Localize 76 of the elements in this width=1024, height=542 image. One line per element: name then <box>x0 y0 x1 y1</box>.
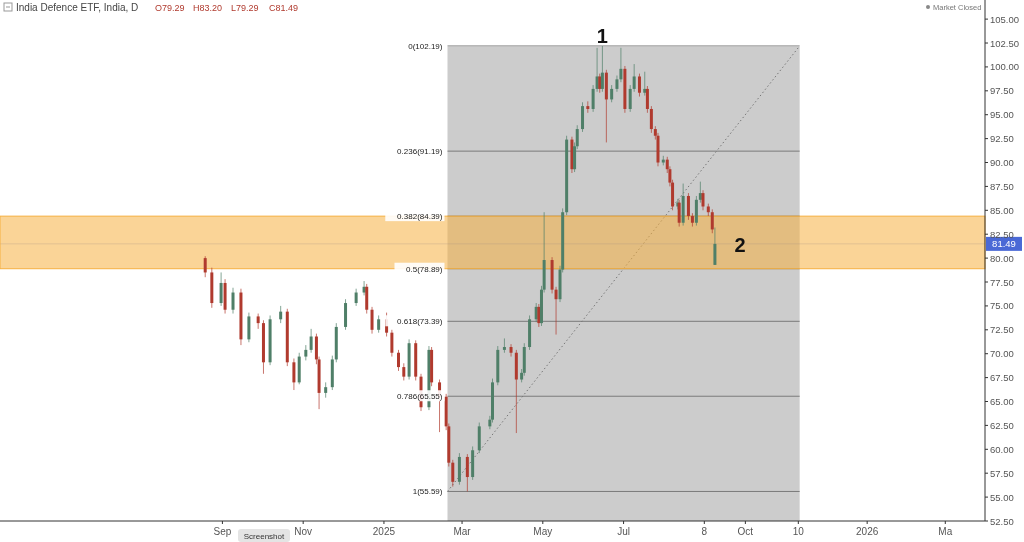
x-tick-label: Sep <box>213 526 232 537</box>
y-tick-label: 95.00 <box>990 109 1014 121</box>
y-tick-label: 90.00 <box>990 157 1014 169</box>
ref-line-label: 1(55.59) <box>412 487 443 497</box>
x-tick-label: May <box>533 526 553 537</box>
candlestick <box>632 63 636 93</box>
candlestick <box>701 189 705 211</box>
y-tick-label: 105.00 <box>990 13 1020 25</box>
candlestick <box>397 349 400 372</box>
ref-line-label: 0.618(73.39) <box>397 317 443 327</box>
y-tick-label: 57.50 <box>990 467 1014 479</box>
ref-line-label: 0.236(91.19) <box>397 147 443 157</box>
x-tick-label: 10 <box>792 526 805 537</box>
y-tick-label: 75.00 <box>990 300 1014 312</box>
x-tick-label: Mar <box>453 526 472 537</box>
y-tick-label: 60.00 <box>990 443 1014 455</box>
annotation: O79.29 <box>155 3 185 13</box>
y-tick-label: 65.00 <box>990 396 1014 407</box>
candlestick <box>509 343 513 358</box>
chart-title: India Defence ETF, India, D <box>16 2 139 13</box>
annotation: C81.49 <box>269 3 299 13</box>
candlestick <box>370 306 374 335</box>
candlestick <box>713 227 717 266</box>
annotation: L79.29 <box>231 3 259 13</box>
x-tick-label: Nov <box>294 526 313 537</box>
candlestick <box>643 71 647 97</box>
y-tick-label: 52.50 <box>990 515 1014 527</box>
y-tick-label: 97.50 <box>990 85 1014 97</box>
ref-line-label: 0.5(78.89) <box>406 264 443 274</box>
x-tick-label: 2025 <box>372 526 396 537</box>
y-tick-label: 80.00 <box>990 252 1014 264</box>
candlestick <box>465 453 469 492</box>
candlestick <box>637 73 641 98</box>
candlestick <box>344 298 348 331</box>
y-tick-label: 70.00 <box>990 348 1014 360</box>
y-tick-label: 85.00 <box>990 204 1014 216</box>
candlestick <box>203 255 207 278</box>
ref-line-label: 0(102.19) <box>408 41 443 51</box>
text: Screenshot <box>243 532 286 541</box>
x-tick-label: 2026 <box>856 526 879 537</box>
candlestick <box>698 181 702 204</box>
ref-line-label: 0.382(84.39) <box>397 212 443 222</box>
candlestick <box>477 422 481 454</box>
candlestick <box>390 329 394 358</box>
y-tick-label: 82.50 <box>990 228 1014 240</box>
ref-line-label: 81.49 <box>992 238 1016 250</box>
annotation: H83.20 <box>193 3 223 13</box>
candlestick <box>649 105 653 134</box>
candlestick <box>581 101 585 133</box>
candlestick <box>219 271 223 307</box>
y-tick-label: 72.50 <box>990 324 1014 336</box>
y-tick-label: 77.50 <box>990 276 1014 288</box>
y-tick-label: 87.50 <box>990 180 1014 192</box>
x-tick-label: Ma <box>938 526 953 537</box>
candlestick <box>694 195 698 227</box>
candlestick <box>628 84 632 113</box>
candlestick <box>231 287 235 315</box>
candlestick <box>292 357 296 391</box>
x-tick-label: 8 <box>701 526 708 537</box>
x-tick-label: Oct <box>737 526 754 537</box>
annotation: 2 <box>734 233 746 256</box>
y-tick-label: 62.50 <box>990 419 1014 431</box>
ref-line-label: 0.786(65.55) <box>397 392 443 402</box>
candlestick <box>247 312 251 343</box>
annotation: 1 <box>596 24 608 47</box>
candlestick <box>451 459 455 488</box>
y-tick-label: 102.50 <box>990 37 1020 49</box>
y-tick-label: 100.00 <box>990 61 1020 73</box>
candlestick <box>686 192 690 221</box>
candlestick <box>365 283 369 315</box>
y-tick-label: 55.00 <box>990 491 1014 503</box>
candlestick <box>710 208 714 234</box>
candlestick <box>309 328 313 354</box>
y-tick-label: 67.50 <box>990 372 1014 384</box>
x-tick-label: Jul <box>617 526 630 537</box>
y-tick-label: 92.50 <box>990 133 1014 145</box>
